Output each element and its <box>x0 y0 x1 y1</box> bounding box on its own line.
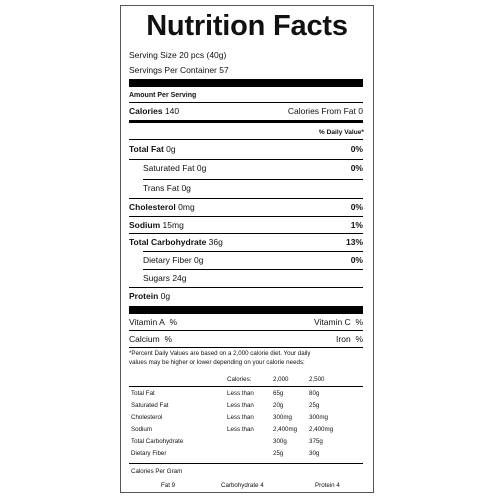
daily-value-header: % Daily Value* <box>318 129 364 136</box>
label-title: Nutrition Facts <box>146 10 348 42</box>
nutrient-amount: 0g <box>160 291 171 301</box>
nutrient-label: Total Carbohydrate <box>129 237 207 247</box>
serving-size-value: 20 pcs (40g) <box>179 50 227 60</box>
dv-row-c1: 2,400mg <box>273 426 298 433</box>
footnote-line-2: values may be higher or lower depending … <box>129 359 305 366</box>
dv-table-calories-label: Calories: <box>227 376 252 383</box>
nutrient-dv: 0% <box>350 144 363 154</box>
nutrient-label: Total Fat <box>129 144 164 154</box>
calories-row: Calories 140 Calories From Fat 0 <box>129 104 363 120</box>
divider-thick <box>129 306 363 314</box>
vitamin-row-a-c: Vitamin A % Vitamin C % <box>129 315 363 331</box>
nutrient-amount: 15mg <box>162 220 184 230</box>
serving-size-label: Serving Size <box>129 50 177 60</box>
footnote-line-1: *Percent Daily Values are based on a 2,0… <box>129 350 311 357</box>
servings-row: Servings Per Container 57 <box>129 65 229 75</box>
dv-row-c1: 65g <box>273 390 284 397</box>
nutrient-row-sugars: Sugars 24g <box>143 271 363 287</box>
dv-row-name: Dietary Fiber <box>131 450 167 457</box>
dv-row-c1: 300g <box>273 438 287 445</box>
calories-per-gram-protein: Protein 4 <box>315 482 340 489</box>
nutrient-label: Dietary Fiber <box>143 255 192 265</box>
dv-row-c1: 20g <box>273 402 284 409</box>
nutrient-dv: 0% <box>350 202 363 212</box>
calories-from-fat-value: 0 <box>358 106 363 116</box>
serving-size-row: Serving Size 20 pcs (40g) <box>129 50 226 60</box>
vitamin-a-value: % <box>169 317 178 327</box>
nutrient-label: Saturated Fat <box>143 163 195 173</box>
dv-row-c2: 375g <box>309 438 323 445</box>
dv-row-name: Cholesterol <box>131 414 163 421</box>
dv-row-name: Total Carbohydrate <box>131 438 184 445</box>
calories-label: Calories <box>129 106 163 116</box>
nutrient-dv: 1% <box>350 220 363 230</box>
nutrient-amount: 0g <box>196 163 207 173</box>
servings-label: Servings Per Container <box>129 65 217 75</box>
nutrient-dv: 0% <box>350 163 363 173</box>
nutrient-amount: 0mg <box>178 202 195 212</box>
nutrient-row-sodium: Sodium 15mg 1% <box>129 218 363 234</box>
calories-per-gram-label: Calories Per Gram <box>131 468 183 475</box>
nutrient-row-total-carbohydrate: Total Carbohydrate 36g 13% <box>129 235 363 251</box>
dv-row-cmp: Less than <box>227 402 254 409</box>
nutrient-label: Sodium <box>129 220 161 230</box>
dv-table-calories-2500: 2,500 <box>309 376 325 383</box>
dv-row-c1: 25g <box>273 450 284 457</box>
dv-table-calories-2000: 2,000 <box>273 376 289 383</box>
nutrient-label: Cholesterol <box>129 202 176 212</box>
calories-value: 140 <box>164 106 180 116</box>
calcium-label: Calcium <box>129 334 160 344</box>
dv-row-cmp: Less than <box>227 426 254 433</box>
nutrient-row-protein: Protein 0g <box>129 289 363 305</box>
nutrient-row-total-fat: Total Fat 0g 0% <box>129 142 363 158</box>
nutrient-label: Sugars <box>143 273 170 283</box>
mineral-row-calcium-iron: Calcium % Iron % <box>129 332 363 348</box>
calories-per-gram-fat: Fat 9 <box>161 482 176 489</box>
nutrient-amount: 0g <box>181 183 191 193</box>
iron-value: % <box>355 334 363 344</box>
nutrient-label: Protein <box>129 291 159 301</box>
dv-row-c1: 300mg <box>273 414 292 421</box>
dv-row-c2: 25g <box>309 402 320 409</box>
nutrient-amount: 24g <box>172 273 187 283</box>
divider-thick <box>129 79 363 87</box>
nutrient-row-dietary-fiber: Dietary Fiber 0g 0% <box>143 253 363 269</box>
nutrient-amount: 36g <box>208 237 223 247</box>
vitamin-c-value: % <box>355 317 363 327</box>
nutrient-amount: 0g <box>166 144 176 154</box>
dv-row-name: Total Fat <box>131 390 155 397</box>
dv-row-cmp: Less than <box>227 390 254 397</box>
dv-row-c2: 300mg <box>309 414 328 421</box>
dv-row-name: Saturated Fat <box>131 402 169 409</box>
dv-row-name: Sodium <box>131 426 152 433</box>
calories-from-fat-label: Calories From Fat <box>287 106 356 116</box>
nutrient-label: Trans Fat <box>143 183 180 193</box>
dv-row-cmp: Less than <box>227 414 254 421</box>
nutrient-row-cholesterol: Cholesterol 0mg 0% <box>129 200 363 216</box>
amount-per-serving: Amount Per Serving <box>129 92 197 99</box>
calories-per-gram-carbohydrate: Carbohydrate 4 <box>221 482 264 489</box>
vitamin-a-label: Vitamin A <box>129 317 165 327</box>
nutrient-dv: 0% <box>350 255 363 265</box>
dv-row-c2: 30g <box>309 450 320 457</box>
calcium-value: % <box>164 334 172 344</box>
nutrient-row-saturated-fat: Saturated Fat 0g 0% <box>143 161 363 177</box>
nutrition-facts-label: Nutrition Facts Serving Size 20 pcs (40g… <box>120 5 374 493</box>
divider <box>129 139 363 140</box>
divider-medium <box>129 120 363 123</box>
divider <box>129 102 363 103</box>
dv-row-c2: 2,400mg <box>309 426 334 433</box>
nutrient-amount: 0g <box>194 255 204 265</box>
vitamin-c-label: Vitamin C <box>314 317 351 327</box>
nutrient-dv: 13% <box>345 237 363 247</box>
nutrient-row-trans-fat: Trans Fat 0g <box>143 181 363 197</box>
iron-label: Iron <box>336 334 351 344</box>
dv-row-c2: 80g <box>309 390 320 397</box>
servings-value: 57 <box>219 65 229 75</box>
